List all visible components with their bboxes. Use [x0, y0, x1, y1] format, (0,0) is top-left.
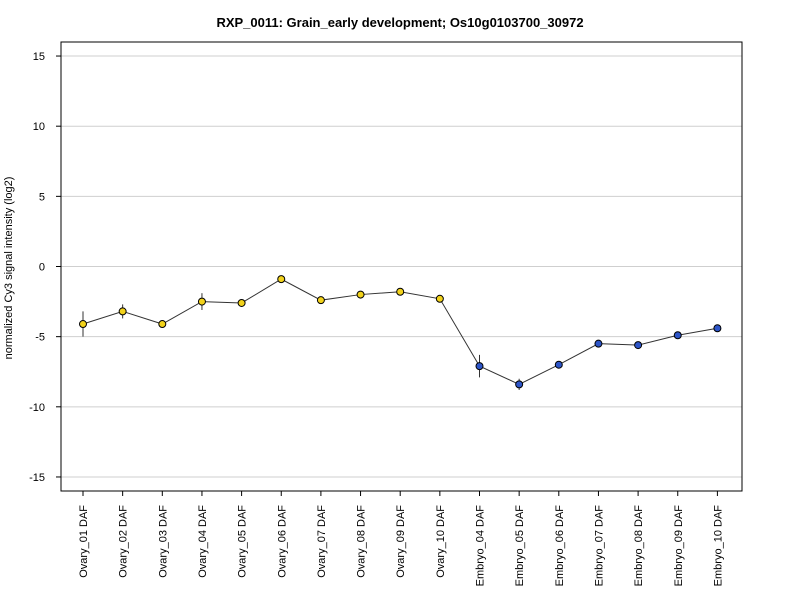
y-tick-label: 15 [33, 51, 45, 63]
x-tick-label: Ovary_07 DAF [316, 505, 328, 578]
x-tick-label: Embryo_09 DAF [673, 505, 685, 587]
x-tick-label: Embryo_10 DAF [712, 505, 724, 587]
x-tick-label: Ovary_01 DAF [78, 505, 90, 578]
plot-frame [60, 41, 743, 492]
x-tick-label: Embryo_08 DAF [633, 505, 645, 587]
y-tick-label: 10 [33, 121, 45, 133]
x-tick-label: Ovary_09 DAF [395, 505, 407, 578]
y-tick-label: -15 [29, 472, 45, 484]
data-point [316, 296, 325, 305]
data-point [356, 290, 365, 299]
chart-title: RXP_0011: Grain_early development; Os10g… [216, 15, 583, 30]
x-axis-ticks: Ovary_01 DAF Ovary_02 DAF Ovary_03 DAF Ovar… [78, 491, 724, 586]
data-point [396, 287, 405, 296]
data-point [277, 275, 286, 284]
x-tick-label: Ovary_04 DAF [197, 505, 209, 578]
y-tick-label: -5 [35, 332, 45, 344]
data-point [713, 324, 722, 333]
data-point [79, 320, 87, 329]
y-tick-label: -10 [29, 402, 45, 414]
x-tick-label: Embryo_07 DAF [593, 505, 605, 587]
data-point [554, 360, 563, 369]
data-point [634, 341, 643, 350]
data-point [475, 362, 484, 371]
data-point [435, 294, 444, 303]
x-tick-label: Ovary_10 DAF [435, 505, 447, 578]
y-tick-label: 0 [39, 262, 45, 274]
x-tick-label: Ovary_06 DAF [276, 505, 288, 578]
data-point [673, 331, 682, 340]
x-tick-label: Ovary_08 DAF [356, 505, 368, 578]
data-point [594, 339, 603, 348]
x-tick-label: Embryo_06 DAF [554, 505, 566, 587]
data-point [237, 298, 246, 307]
data-point [515, 380, 524, 389]
gridlines [61, 55, 742, 478]
x-tick-label: Embryo_05 DAF [514, 505, 526, 587]
x-tick-label: Ovary_02 DAF [118, 505, 130, 578]
x-tick-label: Embryo_04 DAF [475, 505, 487, 587]
y-axis-label: normalized Cy3 signal intensity (log2) [3, 177, 15, 360]
x-tick-label: Ovary_03 DAF [157, 505, 169, 578]
series [79, 275, 722, 390]
data-point [118, 307, 127, 316]
data-point [197, 297, 206, 306]
y-tick-label: 5 [39, 191, 45, 203]
x-tick-label: Ovary_05 DAF [237, 505, 249, 578]
y-axis-ticks: 15 10 5 0 -5 -10 -15 [29, 51, 61, 484]
data-point [158, 320, 167, 329]
